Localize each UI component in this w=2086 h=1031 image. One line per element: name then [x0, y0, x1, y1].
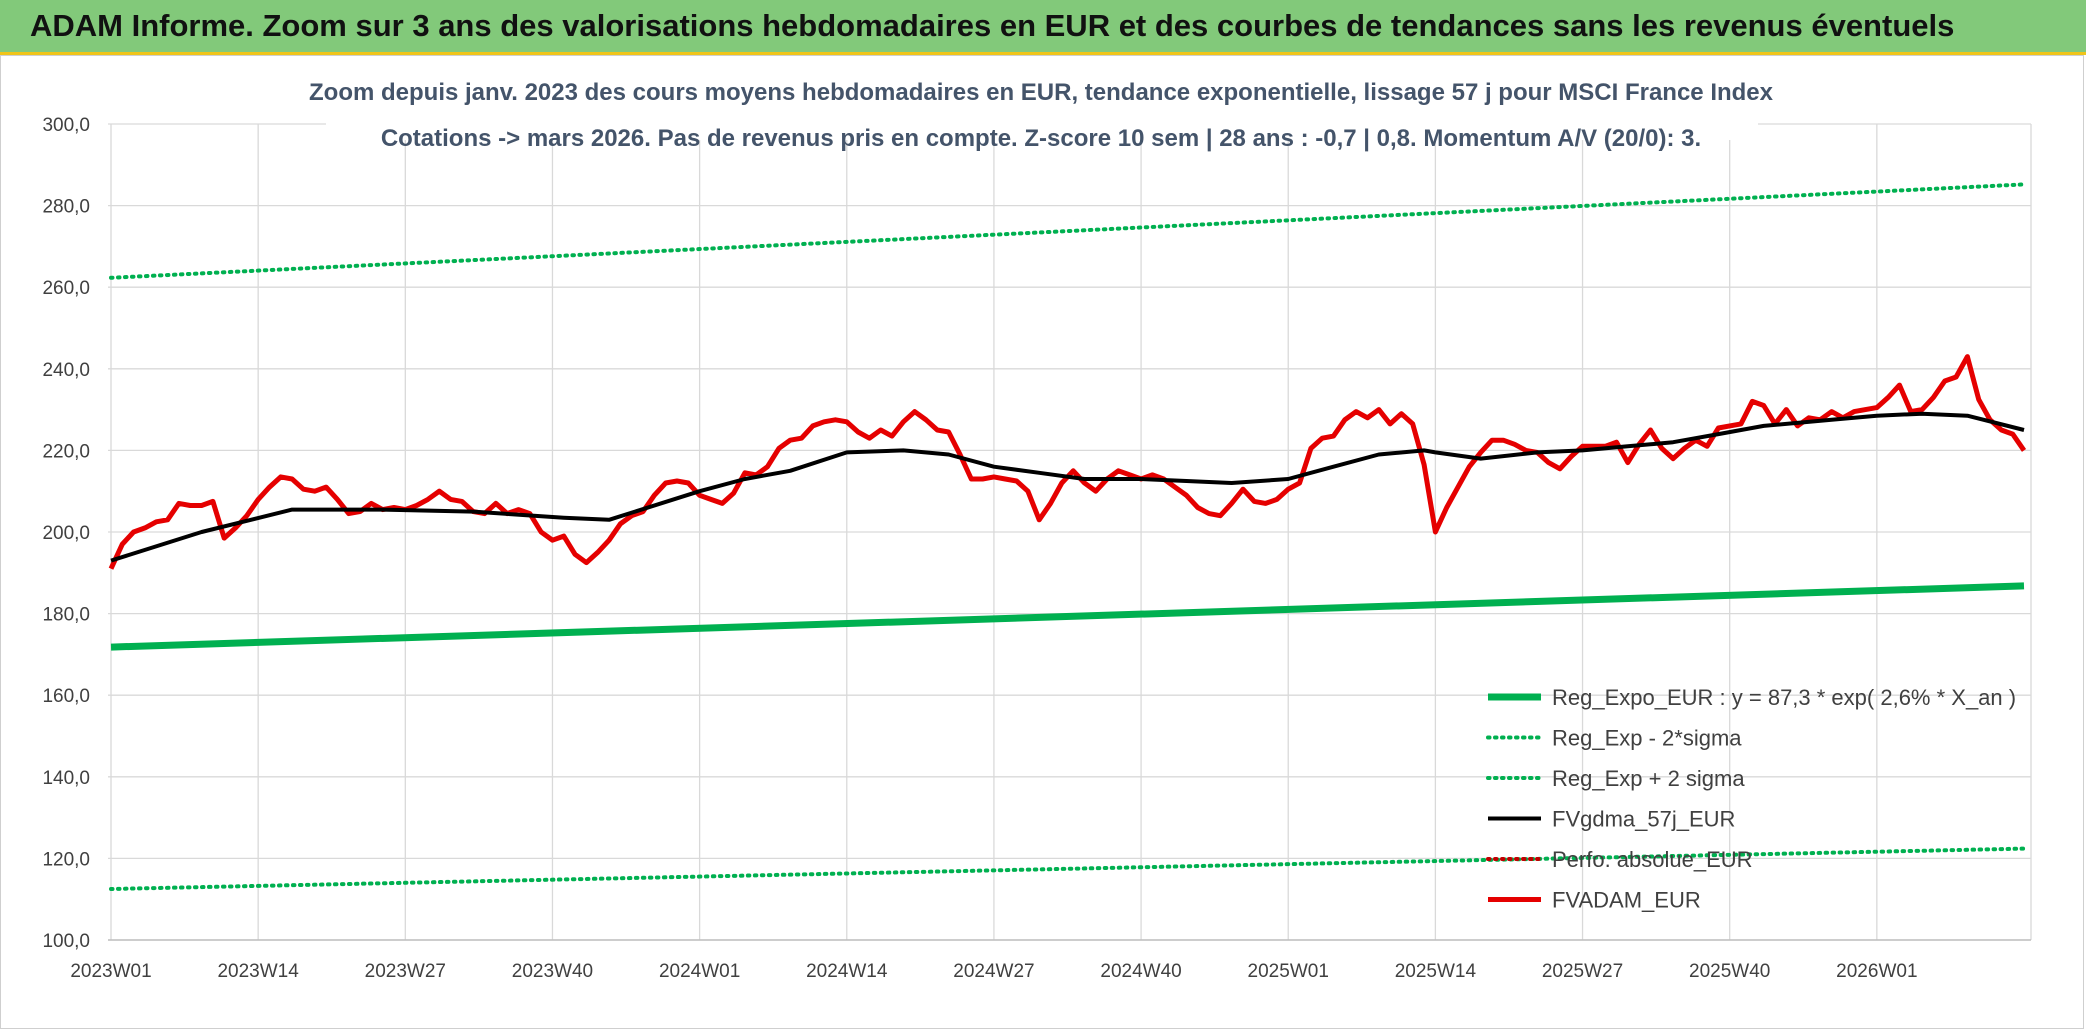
legend-label: Perfo. absolue_EUR — [1552, 847, 1753, 872]
chart-title: Zoom depuis janv. 2023 des cours moyens … — [309, 79, 1774, 106]
x-tick-label: 2024W14 — [806, 961, 888, 982]
x-tick-label: 2024W01 — [659, 961, 740, 982]
chart-container: 100,0 120,0 140,0 160,0 180,0 200,0 220,0 240,0… — [0, 55, 2084, 1029]
y-tick-label: 300,0 — [42, 115, 90, 136]
y-tick-label: 120,0 — [42, 849, 90, 870]
chart-title-background — [326, 58, 1758, 140]
x-tick-label: 2025W01 — [1248, 961, 1329, 982]
chart-title-box: Zoom depuis janv. 2023 des cours moyens … — [309, 58, 1774, 152]
y-tick-label: 280,0 — [42, 197, 90, 218]
report-title: ADAM Informe. Zoom sur 3 ans des valoris… — [30, 8, 1955, 43]
series-line-2 — [109, 182, 2026, 280]
y-tick-label: 180,0 — [42, 605, 90, 626]
y-tick-label: 260,0 — [42, 278, 90, 299]
y-tick-label: 240,0 — [42, 360, 90, 381]
chart-subtitle: Cotations -> mars 2026. Pas de revenus p… — [381, 125, 1701, 152]
x-tick-label: 2023W27 — [365, 961, 446, 982]
line-chart: 100,0 120,0 140,0 160,0 180,0 200,0 220,0 240,0… — [42, 58, 2032, 982]
legend-label: FVADAM_EUR — [1552, 888, 1701, 913]
legend-label: FVgdma_57j_EUR — [1552, 807, 1735, 832]
x-tick-label: 2024W40 — [1100, 961, 1181, 982]
y-axis: 100,0 120,0 140,0 160,0 180,0 200,0 220,0 240,0… — [42, 115, 90, 952]
x-tick-label: 2023W14 — [217, 961, 299, 982]
legend-label: Reg_Exp - 2*sigma — [1552, 726, 1742, 751]
x-tick-label: 2023W40 — [512, 961, 593, 982]
series-line-3 — [110, 411, 2025, 563]
series-lines — [108, 182, 2027, 891]
x-tick-label: 2025W40 — [1689, 961, 1770, 982]
y-tick-label: 200,0 — [42, 523, 90, 544]
x-tick-label: 2024W27 — [953, 961, 1034, 982]
y-tick-label: 140,0 — [42, 768, 90, 789]
x-tick-label: 2026W01 — [1836, 961, 1917, 982]
legend-label: Reg_Exp + 2 sigma — [1552, 766, 1745, 791]
x-tick-label: 2025W14 — [1395, 961, 1477, 982]
series-line-1 — [109, 846, 2026, 891]
legend-label: Reg_Expo_EUR : y = 87,3 * exp( 2,6% * X_… — [1552, 685, 2016, 710]
series-line-0 — [110, 582, 2025, 651]
x-tick-label: 2023W01 — [70, 961, 151, 982]
legend: Reg_Expo_EUR : y = 87,3 * exp( 2,6% * X_… — [1486, 685, 2016, 913]
x-axis: 2023W01 2023W14 2023W27 2023W40 2024W01 2024W… — [70, 939, 2031, 982]
x-tick-label: 2025W27 — [1542, 961, 1623, 982]
y-tick-label: 160,0 — [42, 686, 90, 707]
y-tick-label: 220,0 — [42, 441, 90, 462]
title-banner: ADAM Informe. Zoom sur 3 ans des valoris… — [0, 0, 2086, 55]
y-tick-label: 100,0 — [42, 931, 90, 952]
